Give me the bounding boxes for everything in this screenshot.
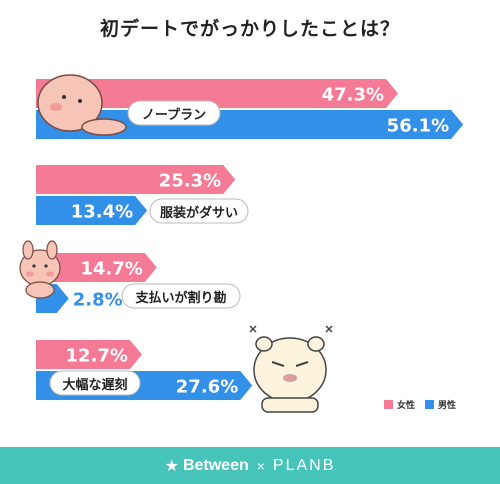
category-pill-0 [127,100,221,126]
legend-label-male: 男性 [438,401,457,411]
legend-item-female: 女性 [384,398,415,411]
legend-swatch-male [425,400,435,409]
bar-female-0 [36,79,399,108]
value-label-male-0: 56.1% [387,116,449,137]
bar-male-1 [36,196,148,225]
category-pill-1 [149,198,249,224]
legend-label-female: 女性 [397,401,416,411]
bunny-character-2-illustration [19,240,61,299]
category-label-0: ノープラン [142,108,206,123]
bar-female-3 [36,340,142,369]
bar-female-2 [36,253,157,282]
bar-female-1 [36,165,236,194]
bunny-character-1-illustration [37,74,127,136]
value-label-female-1: 25.3% [159,171,221,192]
footer-banner: ★ Between × PLANB [0,447,500,484]
value-label-female-0: 47.3% [322,85,384,106]
star-icon: ★ [164,457,179,475]
planb-logo: PLANB [272,456,336,474]
value-label-male-1: 13.4% [71,202,133,223]
value-label-female-3: 12.7% [66,346,128,367]
legend-swatch-female [384,400,393,409]
between-logo: Between [182,456,249,474]
bar-chart: 47.3%56.1% ノープラン 25.3% 13.4% 服装がダサい 14.7% 2.8%… [19,74,464,413]
category-pill-2 [121,283,241,309]
category-label-2: 支払いが割り勘 [134,290,226,306]
category-label-1: 服装がダサい [160,205,238,221]
category-pill-3 [49,370,141,396]
value-label-male-2: 2.8% [73,290,123,311]
angry-character-illustration [249,325,333,413]
value-label-female-2: 14.7% [80,259,142,280]
value-label-male-3: 27.6% [176,377,238,398]
cross-separator: × [256,457,265,474]
chart-title: 初デートでがっかりしたことは？ [99,18,400,40]
legend-item-male: 男性 [425,398,456,411]
category-label-3: 大幅な遅刻 [62,377,127,393]
legend: 女性 男性 [384,398,456,411]
